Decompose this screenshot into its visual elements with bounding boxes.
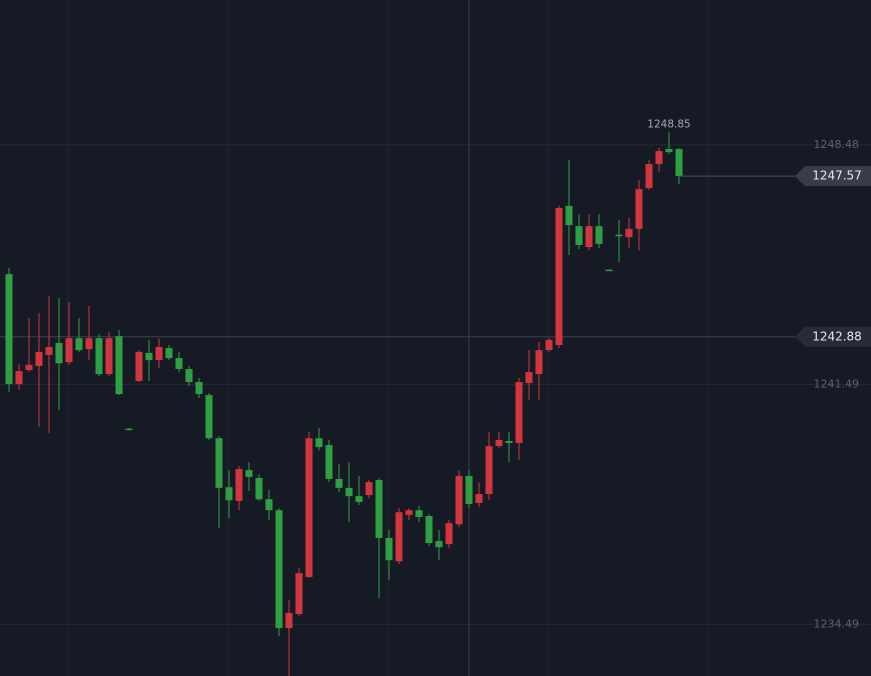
candle-body [145, 352, 153, 361]
candle-body [245, 470, 253, 477]
candle-body [95, 338, 103, 375]
candle-body [55, 342, 63, 364]
candle-body [385, 537, 393, 561]
candle-body [175, 358, 183, 370]
candle-body [475, 494, 483, 503]
candle-body [265, 499, 273, 511]
candle-body [255, 477, 263, 500]
y-tick-label: 1241.49 [814, 377, 860, 390]
candle-body [295, 573, 303, 614]
candle-body [305, 438, 313, 577]
candle-body [395, 512, 403, 562]
candle-body [555, 207, 563, 346]
crosshair-tag [795, 326, 871, 347]
candle-body [675, 149, 683, 177]
candle-body [445, 523, 453, 545]
crosshair-label: 1242.88 [812, 329, 862, 343]
candle-body [575, 226, 583, 245]
candle-body [405, 510, 413, 515]
candle-body [275, 510, 283, 629]
candle-body [655, 151, 663, 165]
candle-body [565, 205, 573, 226]
candle-body [15, 371, 23, 385]
candle-body [495, 439, 503, 447]
candle-body [5, 274, 13, 385]
candle-body [65, 338, 73, 363]
candle-body [25, 364, 33, 371]
candle-body [285, 612, 293, 629]
candle-body [75, 338, 83, 351]
candle-body [435, 541, 443, 548]
candle-body [235, 469, 243, 501]
y-tick-label: 1234.49 [814, 617, 860, 630]
candle-body [505, 440, 513, 444]
candle-body [135, 351, 143, 381]
candle-body [485, 446, 493, 495]
candle-body [375, 480, 383, 538]
candle-body [315, 438, 323, 448]
candle-body [645, 164, 653, 189]
candle-body [415, 510, 423, 518]
candle-body [225, 487, 233, 501]
candle-body [525, 372, 533, 384]
candle-body [635, 189, 643, 229]
candle-body [185, 369, 193, 383]
last-price-label: 1247.57 [812, 169, 862, 183]
candle-body [355, 496, 363, 502]
candle-body [215, 438, 223, 488]
candle-body [105, 338, 113, 375]
candle-body [545, 339, 553, 351]
candle-body [205, 395, 213, 439]
candle-body [425, 515, 433, 544]
candle-body [605, 269, 613, 272]
candle-body [85, 338, 93, 350]
candle-body [125, 428, 133, 431]
candle-body [45, 347, 53, 355]
candle-body [365, 482, 373, 496]
candle-body [665, 149, 673, 153]
last-price-tag [795, 166, 871, 187]
candle-body [625, 228, 633, 238]
candle-body [345, 487, 353, 497]
high-annotation: 1248.85 [647, 118, 690, 130]
candle-body [195, 382, 203, 395]
candle-body [115, 336, 123, 395]
candle-body [595, 226, 603, 244]
candle-body [465, 475, 473, 505]
candle-body [325, 445, 333, 479]
candle-body [535, 350, 543, 375]
y-tick-label: 1248.48 [814, 138, 860, 151]
candle-body [165, 348, 173, 359]
candle-body [585, 226, 593, 248]
candle-body [155, 347, 163, 361]
candle-body [615, 234, 623, 237]
candle-body [515, 382, 523, 444]
candle-body [335, 478, 343, 488]
candle-body [455, 475, 463, 525]
candle-body [35, 351, 43, 366]
